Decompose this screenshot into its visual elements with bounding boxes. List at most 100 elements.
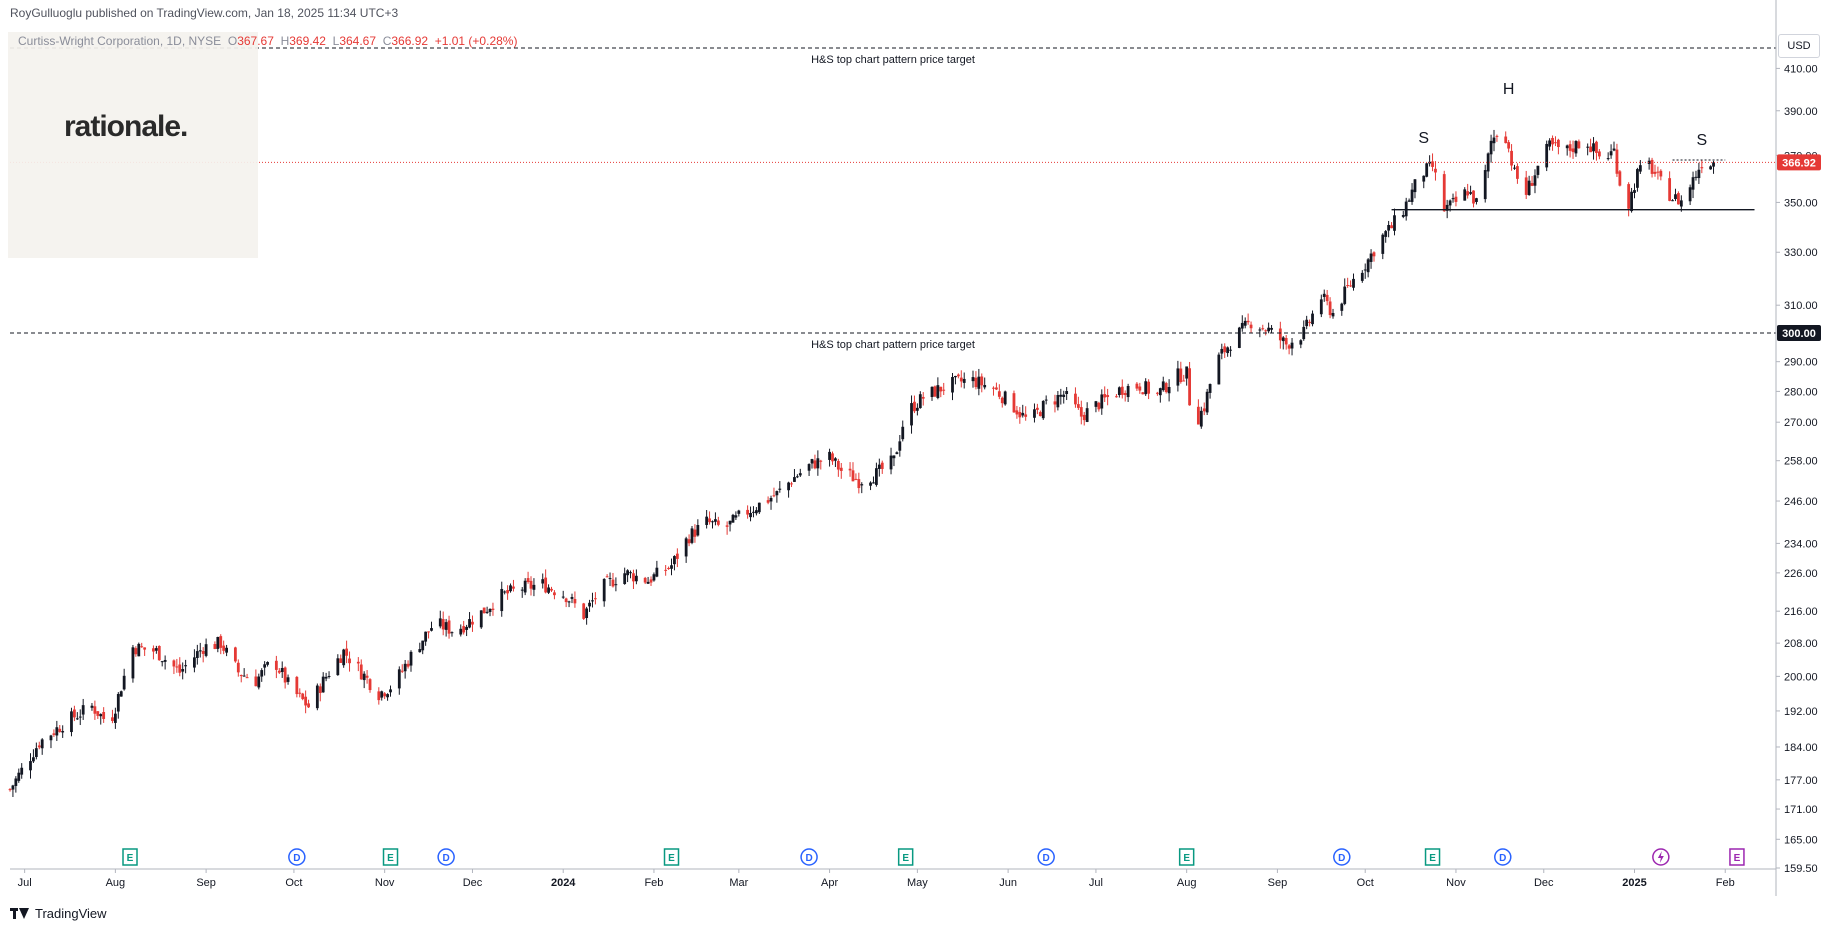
candle-body	[1545, 143, 1549, 168]
candle-body	[1284, 338, 1288, 345]
candle-body	[1524, 177, 1528, 195]
close-label: C	[382, 34, 392, 48]
dividend-marker	[800, 848, 818, 866]
candle-body	[29, 761, 32, 771]
dividend-marker	[1494, 848, 1512, 866]
candle-body	[175, 666, 179, 668]
candle-body	[1097, 402, 1101, 410]
time-tick-label: 2025	[1622, 877, 1646, 889]
price-tick-label: 177.00	[1784, 775, 1818, 787]
candle-body	[1372, 252, 1376, 257]
candle-body	[632, 573, 635, 582]
low-value: 364.67	[339, 34, 377, 48]
candle-body	[1507, 142, 1511, 149]
candle-body	[877, 464, 881, 469]
candle-body	[1237, 327, 1241, 348]
candle-body	[992, 387, 995, 389]
candle-body	[696, 524, 700, 536]
candle-body	[523, 580, 527, 593]
candle-body	[1270, 327, 1273, 330]
candle-body	[1249, 324, 1253, 329]
candle-body	[152, 648, 155, 652]
candle-body	[1659, 170, 1663, 177]
candle-body	[1074, 393, 1077, 405]
candle-body	[471, 621, 474, 625]
candle-body	[1472, 190, 1475, 204]
candle-body	[1035, 407, 1039, 410]
candle-body	[81, 705, 85, 715]
candle-body	[356, 661, 360, 664]
candle-body	[96, 711, 100, 716]
candle-body	[1650, 159, 1654, 174]
candle-body	[78, 716, 82, 718]
candle-body	[1053, 401, 1057, 405]
symbol-description[interactable]: Curtiss-Wright Corporation, 1D, NYSE	[18, 34, 222, 48]
candle-body	[649, 579, 653, 583]
candle-body	[131, 647, 135, 679]
candle-body	[1627, 184, 1631, 209]
candle-body	[1085, 408, 1089, 422]
candle-body	[687, 539, 691, 544]
candle-body	[365, 675, 369, 678]
candle-body	[397, 669, 401, 689]
price-tick-label: 165.00	[1784, 834, 1818, 846]
open-value: 367.67	[237, 34, 274, 48]
candle-body	[137, 643, 141, 657]
candle-body	[974, 377, 978, 388]
candle-body	[198, 650, 202, 652]
candle-body	[450, 632, 454, 634]
candle-body	[1653, 171, 1657, 174]
candle-body	[201, 651, 205, 654]
candle-body	[315, 685, 319, 709]
candle-body	[93, 706, 97, 714]
candle-body	[263, 664, 267, 668]
candle-body	[222, 645, 226, 651]
candle-body	[752, 511, 755, 513]
candle-body	[1033, 409, 1036, 418]
candle-body	[1615, 149, 1619, 174]
candle-body	[1176, 368, 1180, 386]
candle-body	[1185, 366, 1189, 379]
candle-body	[1589, 146, 1592, 153]
candle-body	[1390, 225, 1393, 229]
high-label: H	[280, 34, 290, 48]
earnings-marker-label: E	[127, 853, 134, 864]
candle-body	[918, 394, 922, 409]
candle-body	[860, 484, 864, 486]
currency-button[interactable]: USD	[1778, 34, 1820, 58]
candle-body	[1387, 225, 1391, 231]
candle-body	[157, 645, 161, 661]
candle-body	[1554, 142, 1557, 144]
candle-body	[1677, 193, 1680, 205]
candle-body	[465, 626, 469, 630]
candle-body	[242, 675, 246, 677]
candle-body	[260, 670, 264, 677]
candle-body	[213, 644, 217, 649]
tradingview-brand[interactable]: TradingView	[10, 906, 107, 921]
candle-body	[1393, 215, 1396, 231]
symbol-ohlc-legend[interactable]: Curtiss-Wright Corporation, 1D, NYSE O36…	[18, 34, 517, 48]
candle-body	[509, 585, 512, 592]
candle-body	[119, 691, 123, 697]
candle-body	[594, 598, 597, 600]
candle-body	[585, 608, 589, 619]
candle-body	[573, 598, 577, 604]
candle-body	[219, 636, 223, 648]
candle-body	[684, 538, 688, 557]
candle-body	[1012, 393, 1016, 413]
candle-body	[655, 567, 659, 577]
candle-body	[1264, 330, 1268, 332]
candle-body	[1223, 346, 1227, 353]
lightning-icon	[1657, 851, 1664, 863]
publisher-line: RoyGulluoglu published on TradingView.co…	[10, 6, 399, 20]
candle-body	[280, 668, 284, 673]
candle-body	[1205, 391, 1209, 413]
candle-body	[1647, 160, 1651, 164]
candle-body	[1475, 198, 1478, 202]
candle-body	[737, 510, 741, 514]
time-tick-label: Mar	[729, 877, 748, 889]
candle-body	[880, 462, 884, 469]
earnings-marker	[663, 848, 680, 866]
change-value: +1.01 (+0.28%)	[434, 34, 518, 48]
